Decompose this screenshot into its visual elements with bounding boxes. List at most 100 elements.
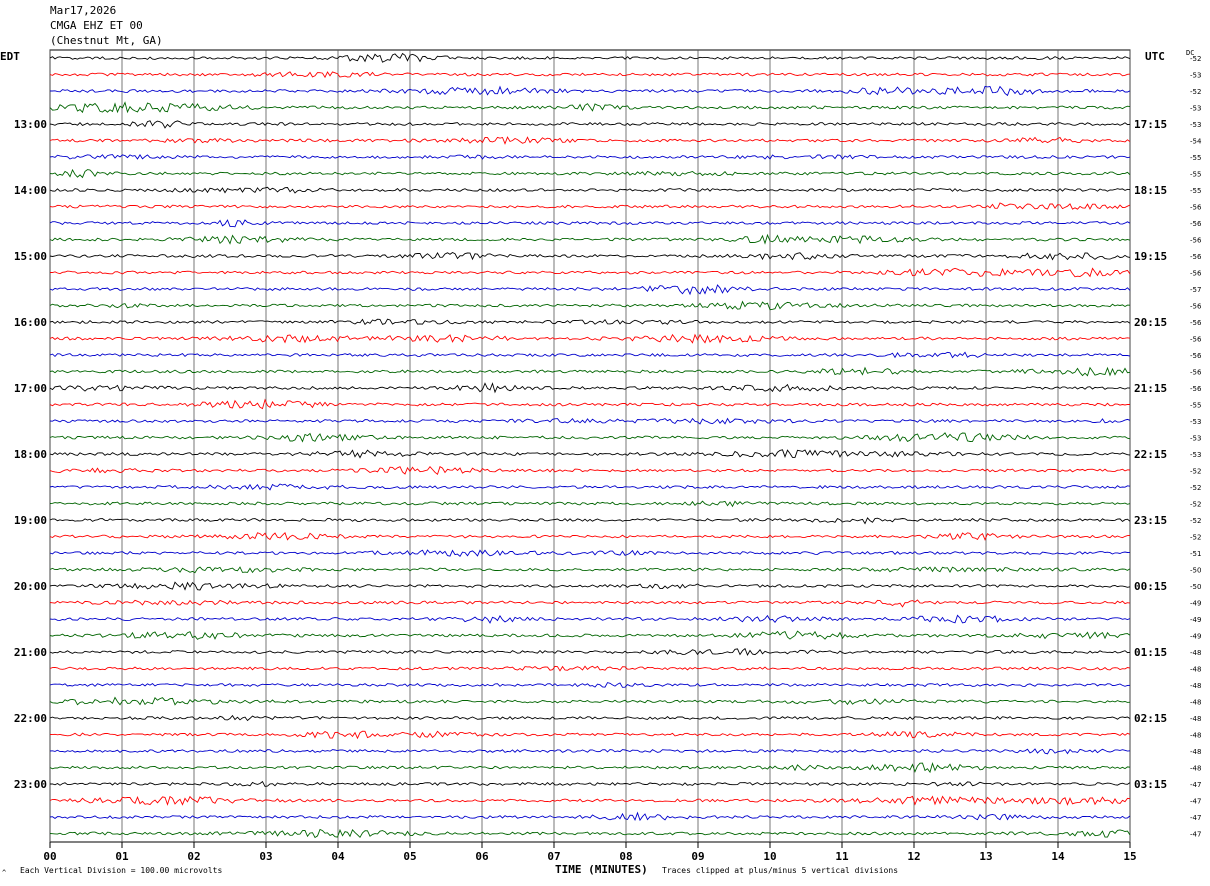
x-tick-label: 04 bbox=[331, 850, 345, 863]
dc-offset-label: -48 bbox=[1190, 765, 1201, 773]
seismic-trace bbox=[49, 682, 1131, 688]
seismic-trace bbox=[49, 417, 1131, 425]
utc-hour-label: 00:15 bbox=[1134, 580, 1167, 593]
seismic-trace bbox=[49, 730, 1131, 740]
left-timezone-label: EDT bbox=[0, 50, 20, 63]
seismic-trace bbox=[50, 780, 1131, 787]
dc-offset-label: -48 bbox=[1190, 748, 1201, 756]
edt-hour-label: 19:00 bbox=[14, 514, 47, 527]
dc-offset-label: -56 bbox=[1190, 352, 1202, 360]
seismic-trace bbox=[49, 168, 1131, 179]
dc-offset-label: -56 bbox=[1190, 385, 1202, 393]
x-tick-label: 14 bbox=[1051, 850, 1065, 863]
seismic-trace bbox=[49, 696, 1131, 706]
edt-hour-label: 21:00 bbox=[14, 646, 47, 659]
utc-hour-label: 22:15 bbox=[1134, 448, 1167, 461]
dc-offset-label: -55 bbox=[1190, 154, 1201, 162]
seismic-trace bbox=[49, 531, 1131, 541]
station-code: CMGA EHZ ET 00 bbox=[50, 19, 143, 32]
seismic-trace bbox=[50, 267, 1131, 278]
dc-offset-label: -50 bbox=[1190, 567, 1201, 575]
seismic-trace bbox=[49, 318, 1131, 326]
utc-hour-label: 23:15 bbox=[1134, 514, 1167, 527]
x-tick-label: 02 bbox=[187, 850, 200, 863]
seismic-trace bbox=[49, 599, 1131, 608]
clip-note: Traces clipped at plus/minus 5 vertical … bbox=[662, 866, 899, 875]
x-tick-label: 00 bbox=[43, 850, 56, 863]
utc-hour-label: 02:15 bbox=[1134, 712, 1167, 725]
dc-offset-label: -52 bbox=[1190, 88, 1201, 96]
utc-hour-label: 19:15 bbox=[1134, 250, 1167, 263]
seismic-trace bbox=[49, 186, 1131, 194]
edt-hour-label: 22:00 bbox=[14, 712, 47, 725]
x-tick-label: 03 bbox=[259, 850, 272, 863]
dc-offset-label: -49 bbox=[1190, 616, 1201, 624]
utc-hour-label: 18:15 bbox=[1134, 184, 1167, 197]
seismic-trace bbox=[49, 630, 1131, 640]
x-tick-label: 11 bbox=[835, 850, 849, 863]
dc-offset-label: -48 bbox=[1190, 649, 1201, 657]
plot-frame bbox=[49, 49, 1131, 843]
edt-hour-label: 18:00 bbox=[14, 448, 47, 461]
dc-offset-label: -52 bbox=[1190, 534, 1201, 542]
seismic-trace bbox=[49, 762, 1131, 774]
dc-offset-label: -56 bbox=[1190, 220, 1202, 228]
x-tick-label: 10 bbox=[763, 850, 776, 863]
dc-offset-label: -48 bbox=[1190, 732, 1201, 740]
seismic-trace bbox=[49, 202, 1131, 210]
seismic-trace bbox=[50, 85, 1131, 97]
dc-offset-label: -47 bbox=[1190, 831, 1201, 839]
dc-offset-label: -52 bbox=[1190, 517, 1201, 525]
dc-offset-label: -52 bbox=[1190, 468, 1201, 476]
seismic-trace bbox=[49, 251, 1131, 261]
dc-offset-label: -48 bbox=[1190, 666, 1201, 674]
seismic-trace bbox=[49, 333, 1131, 344]
seismic-trace bbox=[49, 351, 1131, 359]
seismic-trace bbox=[49, 366, 1131, 377]
seismic-trace bbox=[49, 300, 1131, 311]
seismic-trace bbox=[49, 647, 1131, 657]
x-tick-label: 13 bbox=[979, 850, 992, 863]
dc-offset-label: -50 bbox=[1190, 583, 1201, 591]
dc-offset-label: -56 bbox=[1190, 319, 1202, 327]
utc-hour-label: 20:15 bbox=[1134, 316, 1167, 329]
seismic-trace bbox=[49, 52, 1131, 63]
dc-offset-label: -56 bbox=[1190, 303, 1202, 311]
seismic-trace bbox=[49, 566, 1131, 574]
seismic-trace bbox=[49, 219, 1131, 228]
dc-offset-label: -53 bbox=[1190, 105, 1201, 113]
dc-offset-label: -56 bbox=[1190, 237, 1202, 245]
dc-offset-label: -52 bbox=[1190, 501, 1201, 509]
dc-offset-label: -48 bbox=[1190, 699, 1201, 707]
dc-offset-label: -47 bbox=[1190, 781, 1201, 789]
edt-hour-label: 16:00 bbox=[14, 316, 47, 329]
x-axis-title: TIME (MINUTES) bbox=[555, 863, 648, 876]
utc-hour-label: 03:15 bbox=[1134, 778, 1167, 791]
x-tick-label: 08 bbox=[619, 850, 632, 863]
dc-offset-label: -52 bbox=[1190, 484, 1201, 492]
seismic-trace bbox=[49, 483, 1131, 491]
dc-offset-label: -56 bbox=[1190, 204, 1202, 212]
seismic-trace bbox=[49, 549, 1131, 557]
x-tick-label: 09 bbox=[691, 850, 704, 863]
seismic-trace bbox=[49, 398, 1131, 410]
edt-hour-label: 13:00 bbox=[14, 118, 47, 131]
dc-offset-label: -53 bbox=[1190, 451, 1201, 459]
plot-date: Mar17,2026 bbox=[50, 4, 117, 17]
dc-offset-label: -55 bbox=[1190, 171, 1201, 179]
x-tick-label: 06 bbox=[475, 850, 489, 863]
edt-hour-label: 14:00 bbox=[14, 184, 47, 197]
corner-mark: ^ bbox=[2, 869, 7, 877]
seismic-trace bbox=[49, 665, 1131, 672]
utc-hour-label: 21:15 bbox=[1134, 382, 1167, 395]
seismic-trace bbox=[49, 136, 1131, 145]
seismic-trace bbox=[49, 811, 1131, 822]
utc-hour-label: 17:15 bbox=[1134, 118, 1167, 131]
dc-offset-label: -53 bbox=[1190, 418, 1201, 426]
edt-hour-label: 20:00 bbox=[14, 580, 47, 593]
seismic-trace bbox=[49, 748, 1131, 755]
seismic-trace bbox=[49, 432, 1131, 443]
dc-offset-label: -47 bbox=[1190, 798, 1201, 806]
dc-offset-label: -53 bbox=[1190, 72, 1201, 80]
